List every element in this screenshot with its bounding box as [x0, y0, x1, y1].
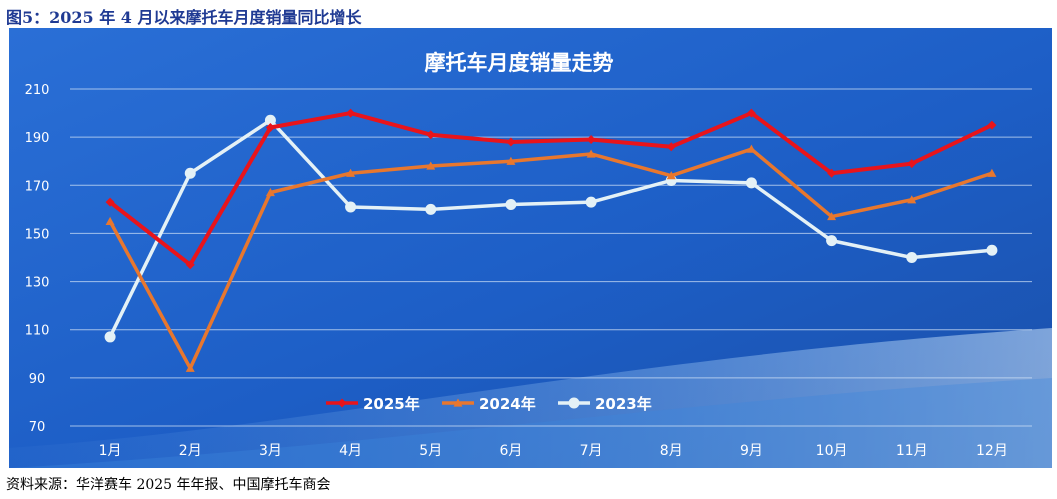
data-point	[666, 142, 676, 152]
data-point	[746, 144, 756, 153]
chart-title: 摩托车月度销量走势	[425, 51, 614, 75]
data-point	[426, 130, 436, 140]
data-point	[264, 114, 276, 126]
series-2024年	[105, 144, 997, 372]
legend: 2025年 2024年 2023年	[326, 395, 652, 413]
data-point	[105, 197, 115, 207]
data-point	[346, 108, 356, 118]
legend-label: 2024年	[479, 395, 536, 413]
data-point	[453, 398, 463, 407]
legend-item: 2025年	[326, 395, 420, 413]
data-point	[827, 212, 837, 221]
legend-label: 2023年	[595, 395, 652, 413]
y-tick-label: 170	[25, 179, 50, 194]
chart-panel: 摩托车月度销量走势 70 90 110 130 150 170 190 210 1月 2月 3月 4…	[9, 28, 1052, 468]
y-tick-label: 110	[25, 324, 50, 339]
background-wave	[9, 328, 1052, 468]
y-tick-label: 70	[29, 420, 46, 435]
data-point	[986, 244, 998, 256]
data-point	[425, 203, 437, 215]
data-point	[585, 196, 597, 208]
x-tick-label: 12月	[976, 443, 1008, 459]
x-tick-label: 2月	[179, 443, 202, 459]
y-tick-label: 90	[29, 372, 46, 387]
gridlines	[70, 88, 1032, 427]
x-tick-label: 7月	[580, 443, 603, 459]
x-tick-label: 5月	[419, 443, 442, 459]
series-line	[108, 118, 994, 339]
data-point	[586, 149, 596, 158]
background-wave	[9, 378, 1052, 468]
legend-item: 2024年	[442, 395, 536, 413]
data-point	[827, 168, 837, 178]
series-group	[104, 108, 998, 372]
data-point	[265, 188, 275, 197]
data-point	[906, 252, 918, 263]
data-point	[745, 177, 757, 189]
data-point	[346, 168, 356, 177]
source-note: 资料来源：华洋赛车 2025 年年报、中国摩托车商会	[6, 477, 331, 493]
data-point	[345, 201, 357, 213]
y-tick-label: 190	[25, 131, 50, 146]
y-axis: 70 90 110 130 150 170 190 210	[25, 83, 50, 435]
y-tick-label: 150	[25, 227, 50, 242]
data-point	[184, 167, 196, 179]
series-line	[108, 147, 994, 370]
y-tick-label: 210	[25, 83, 50, 98]
line-chart: 摩托车月度销量走势 70 90 110 130 150 170 190 210 1月 2月 3月 4…	[9, 28, 1052, 468]
x-tick-label: 9月	[740, 443, 763, 459]
x-tick-label: 11月	[896, 443, 928, 459]
data-point	[505, 199, 517, 211]
legend-label: 2025年	[363, 395, 420, 413]
data-point	[666, 171, 676, 180]
legend-item: 2023年	[558, 395, 652, 413]
data-point	[105, 216, 115, 225]
data-point	[185, 260, 195, 270]
x-tick-label: 10月	[816, 443, 848, 459]
x-tick-label: 8月	[660, 443, 683, 459]
series-2025年	[105, 108, 997, 270]
data-point	[104, 331, 116, 343]
data-point	[265, 123, 275, 133]
x-tick-label: 4月	[339, 443, 362, 459]
series-2023年	[104, 114, 998, 343]
data-point	[987, 120, 997, 130]
data-point	[426, 161, 436, 170]
data-point	[746, 108, 756, 118]
data-point	[506, 137, 516, 147]
x-axis: 1月 2月 3月 4月 5月 6月 7月 8月 9月 10月 11月 12月	[99, 443, 1008, 459]
data-point	[907, 159, 917, 169]
data-point	[337, 398, 347, 408]
data-point	[185, 363, 195, 372]
data-point	[568, 397, 580, 409]
data-point	[987, 168, 997, 177]
y-tick-label: 130	[25, 276, 50, 291]
data-point	[907, 195, 917, 204]
x-tick-label: 6月	[499, 443, 522, 459]
x-tick-label: 1月	[99, 443, 122, 459]
data-point	[826, 235, 838, 247]
series-line	[108, 111, 994, 267]
x-tick-label: 3月	[259, 443, 282, 459]
data-point	[506, 156, 516, 165]
data-point	[586, 135, 596, 145]
figure-caption: 图5：2025 年 4 月以来摩托车月度销量同比增长	[6, 8, 362, 27]
